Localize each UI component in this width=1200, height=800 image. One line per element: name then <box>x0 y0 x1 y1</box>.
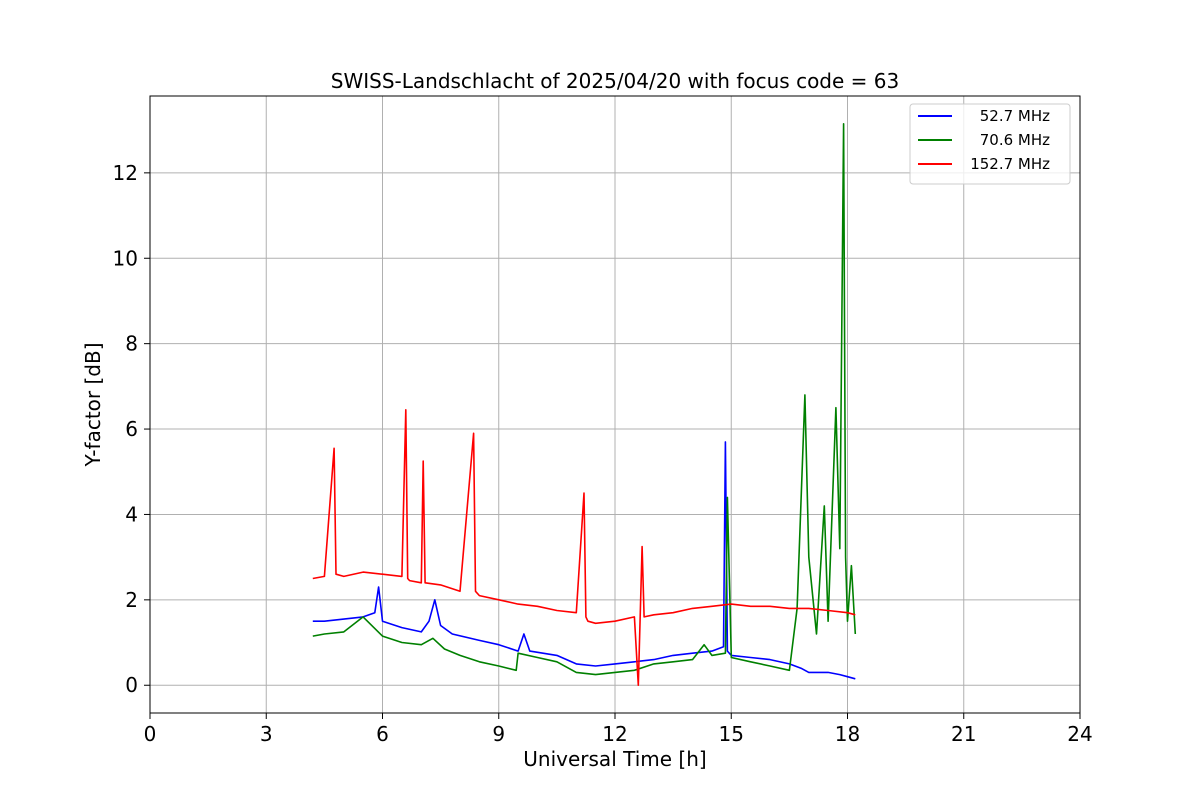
y-tick-label: 2 <box>125 588 138 612</box>
x-tick-label: 12 <box>602 722 627 746</box>
x-tick-label: 15 <box>719 722 744 746</box>
x-tick-label: 24 <box>1067 722 1092 746</box>
legend-label: 52.7 MHz <box>980 107 1050 125</box>
y-axis-label: Y-factor [dB] <box>81 342 105 467</box>
y-tick-label: 10 <box>113 246 138 270</box>
x-axis-label: Universal Time [h] <box>523 747 706 771</box>
x-tick-label: 3 <box>260 722 273 746</box>
y-tick-label: 4 <box>125 502 138 526</box>
legend-label: 152.7 MHz <box>970 155 1050 173</box>
legend: 52.7 MHz 70.6 MHz 152.7 MHz <box>909 103 1071 185</box>
y-tick-label: 8 <box>125 332 138 356</box>
series-line-152-7-mhz <box>312 409 856 686</box>
y-tick-label: 12 <box>113 161 138 185</box>
series-layer <box>312 123 857 686</box>
chart-title: SWISS-Landschlacht of 2025/04/20 with fo… <box>331 69 899 93</box>
x-tick-label: 6 <box>376 722 389 746</box>
x-tick-label: 21 <box>951 722 976 746</box>
legend-label: 70.6 MHz <box>980 131 1050 149</box>
y-tick-label: 0 <box>125 673 138 697</box>
x-tick-label: 0 <box>144 722 157 746</box>
x-tick-label: 18 <box>835 722 860 746</box>
y-tick-label: 6 <box>125 417 138 441</box>
series-line-52-7-mhz <box>312 441 856 680</box>
series-line-70-6-mhz <box>312 123 857 676</box>
x-tick-label: 9 <box>492 722 505 746</box>
